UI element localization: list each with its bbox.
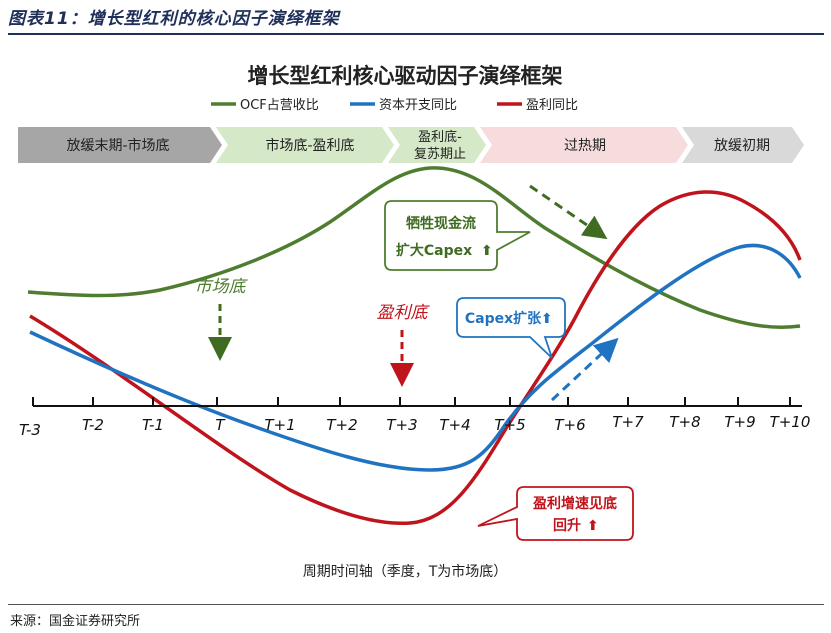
profit-callout-up-arrow-icon: ⬆ (587, 518, 599, 534)
tick-label: T-1 (142, 416, 164, 434)
diagram-title: 增长型红利核心驱动因子演绎框架 (248, 64, 563, 88)
market-bottom-label: 市场底 (195, 277, 249, 297)
phase-5-label: 放缓初期 (714, 137, 770, 154)
capex-callout-up-arrow-icon: ⬆ (541, 311, 553, 327)
tick-label: T (215, 416, 226, 434)
ocf-callout: 牺牲现金流 扩大Capex ⬆ (384, 200, 531, 271)
phase-1 (18, 127, 222, 163)
legend: OCF占营收比 资本开支同比 盈利同比 (211, 98, 578, 113)
ocf-callout-line2: 扩大Capex (396, 242, 472, 259)
tick-label: T+4 (439, 416, 470, 434)
phase-1-label: 放缓末期-市场底 (66, 137, 169, 154)
phase-banner: 放缓末期-市场底 市场底-盈利底 盈利底- 复苏期止 过热期 放缓初期 (18, 127, 804, 163)
footer-divider (8, 604, 824, 605)
ocf-callout-up-arrow-icon: ⬆ (481, 243, 493, 259)
phase-3 (388, 127, 486, 163)
capex-callout: Capex扩张 ⬆ (456, 297, 566, 359)
profit-callout-line1: 盈利增速见底 (532, 495, 617, 512)
legend-label-capex: 资本开支同比 (379, 98, 457, 113)
tick-label: T+1 (264, 416, 295, 434)
axis-caption: 周期时间轴（季度，T为市场底） (303, 563, 508, 580)
capex-trend-arrow (550, 337, 619, 402)
ocf-curve (27, 166, 801, 329)
tick-label: T+9 (724, 413, 755, 431)
capex-callout-label: Capex扩张 (465, 310, 542, 327)
tick-label: T+3 (386, 416, 417, 434)
tick-label: T-2 (82, 416, 104, 434)
phase-2 (216, 127, 394, 163)
capex-curve (29, 243, 802, 472)
tick-label: T+7 (612, 413, 644, 431)
phase-3-label-line1: 盈利底- (418, 129, 462, 145)
profit-callout-line2: 回升 (553, 517, 581, 534)
phase-5 (682, 127, 804, 163)
header-title: 图表11：增长型红利的核心因子演绎框架 (8, 9, 340, 29)
tick-label: T+10 (770, 413, 811, 431)
tick-label: T+6 (554, 416, 585, 434)
phase-4-label: 过热期 (564, 138, 606, 154)
phase-2-label: 市场底-盈利底 (265, 137, 354, 154)
profit-bottom-label: 盈利底 (377, 303, 431, 323)
tick-label: T+8 (669, 413, 700, 431)
source-note: 来源：国金证券研究所 (10, 614, 141, 629)
legend-label-ocf: OCF占营收比 (240, 98, 319, 113)
phase-4 (480, 127, 688, 163)
ocf-callout-line1: 牺牲现金流 (406, 215, 476, 232)
tick-label: T+2 (326, 416, 357, 434)
phase-3-label-line2: 复苏期止 (414, 146, 466, 162)
header-divider (8, 33, 824, 35)
tick-label: T+5 (494, 416, 525, 434)
profit-curve (29, 190, 802, 525)
profit-callout: 盈利增速见底 回升 ⬆ (477, 486, 634, 541)
tick-label: T-3 (19, 421, 41, 439)
time-axis: T-3 T-2 T-1 T T+1 T+2 T+3 T+4 T+5 T+6 T+… (19, 397, 810, 439)
legend-label-profit: 盈利同比 (526, 98, 578, 113)
